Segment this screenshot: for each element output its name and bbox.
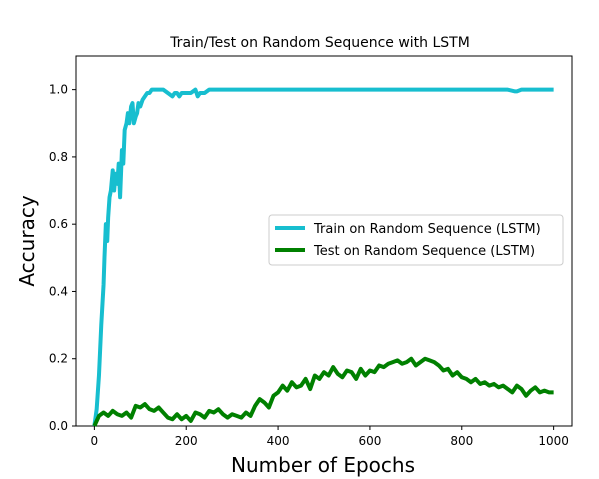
x-axis: 0 200 400 600 800 1000 xyxy=(91,426,569,448)
series-layer xyxy=(92,87,554,427)
series-line-test xyxy=(92,356,554,427)
x-tick-label: 0 xyxy=(91,434,99,448)
y-tick-label: 0.8 xyxy=(49,150,68,164)
legend-box xyxy=(268,214,564,266)
x-tick-label: 200 xyxy=(175,434,198,448)
x-axis-title: Number of Epochs xyxy=(231,453,415,477)
y-tick-label: 0.2 xyxy=(49,352,68,366)
legend: Train on Random Sequence (LSTM) Test on … xyxy=(268,214,564,266)
x-tick-label: 800 xyxy=(450,434,473,448)
y-tick-label: 0.0 xyxy=(49,419,68,433)
y-axis: 0.0 0.2 0.4 0.6 0.8 1.0 xyxy=(49,83,76,433)
x-tick-label: 600 xyxy=(358,434,381,448)
y-tick-label: 1.0 xyxy=(49,83,68,97)
legend-label-train: Train on Random Sequence (LSTM) xyxy=(313,222,541,237)
series-line-train xyxy=(92,87,554,427)
y-axis-title: Accuracy xyxy=(15,195,39,286)
y-tick-label: 0.4 xyxy=(49,284,68,298)
x-tick-label: 1000 xyxy=(538,434,569,448)
legend-label-test: Test on Random Sequence (LSTM) xyxy=(313,244,535,259)
plot-area-frame xyxy=(75,55,573,427)
chart-title: Train/Test on Random Sequence with LSTM xyxy=(169,35,470,51)
y-tick-label: 0.6 xyxy=(49,217,68,231)
x-tick-label: 400 xyxy=(267,434,290,448)
